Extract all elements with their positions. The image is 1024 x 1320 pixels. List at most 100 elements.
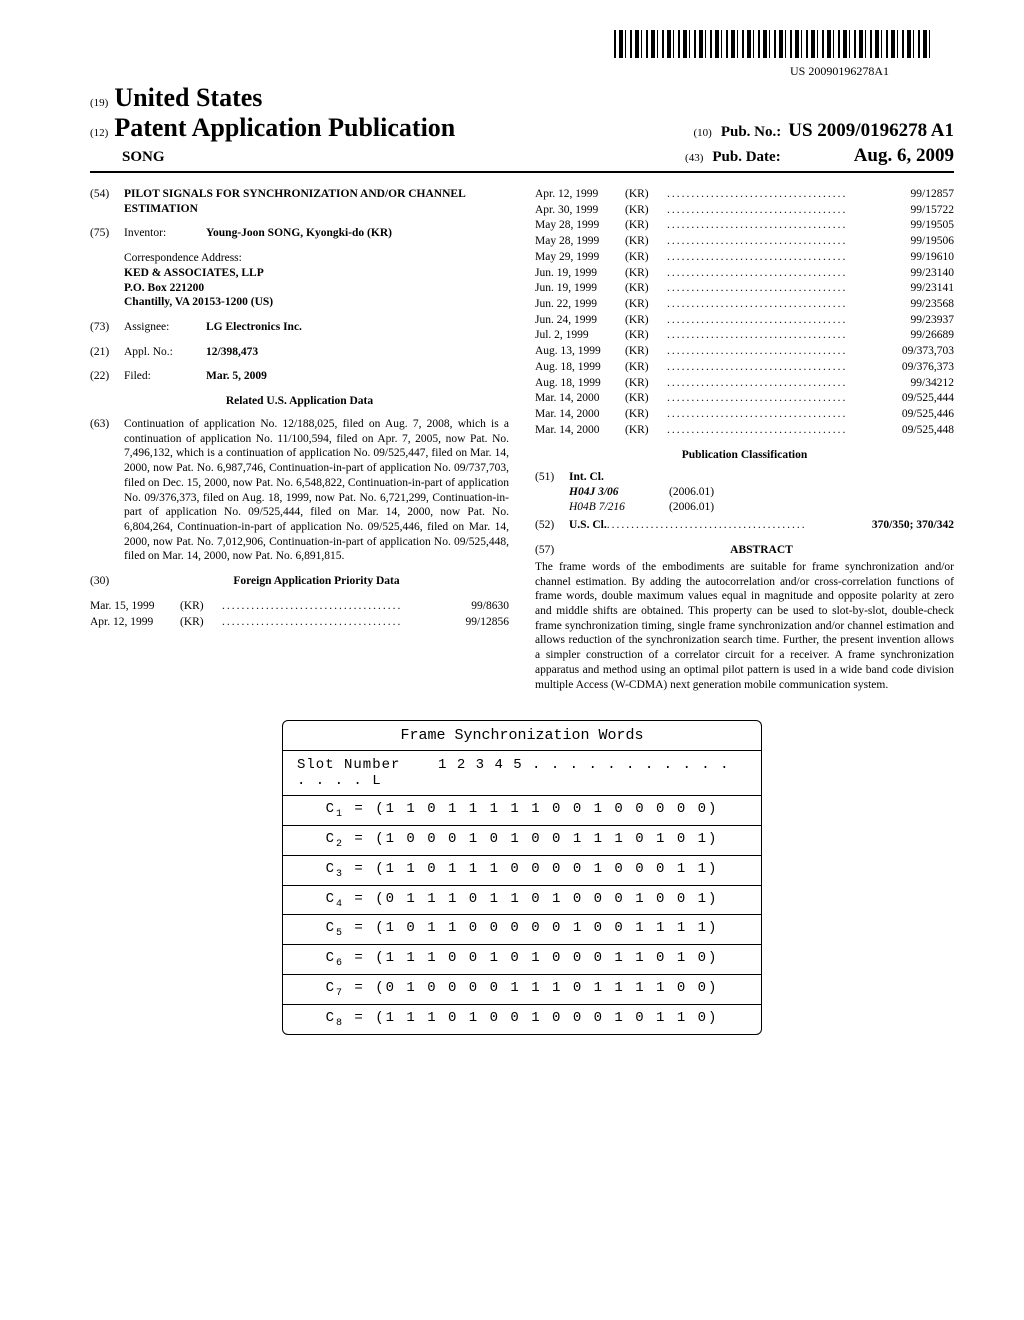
figure-row: C4 = (0 1 1 1 0 1 1 0 1 0 0 0 1 0 0 1) xyxy=(283,886,761,916)
priority-row: Apr. 12, 1999(KR) ......................… xyxy=(90,615,509,630)
priority-number: 99/12857 xyxy=(905,187,954,202)
priority-dots: ..................................... xyxy=(667,266,905,281)
code-30: (30) xyxy=(90,574,124,589)
code-73: (73) xyxy=(90,320,124,335)
priority-country: (KR) xyxy=(625,344,667,359)
priority-country: (KR) xyxy=(625,407,667,422)
priority-row: Apr. 30, 1999(KR) ......................… xyxy=(535,203,954,218)
figure-slot-row: Slot Number 1 2 3 4 5 . . . . . . . . . … xyxy=(283,751,761,796)
figure-title: Frame Synchronization Words xyxy=(283,721,761,751)
header: (19) United States (12) Patent Applicati… xyxy=(90,83,954,173)
priority-number: 09/373,703 xyxy=(896,344,954,359)
priority-dots: ..................................... xyxy=(667,376,905,391)
abstract-text: The frame words of the embodiments are s… xyxy=(535,560,954,692)
correspondence-label: Correspondence Address: xyxy=(124,251,509,266)
priority-country: (KR) xyxy=(625,391,667,406)
intcl-code: H04J 3/06 xyxy=(569,485,669,500)
priority-list-left: Mar. 15, 1999(KR) ......................… xyxy=(90,599,509,629)
code-51: (51) xyxy=(535,470,569,514)
priority-country: (KR) xyxy=(625,360,667,375)
priority-dots: ..................................... xyxy=(667,234,905,249)
priority-date: Jun. 24, 1999 xyxy=(535,313,625,328)
priority-number: 99/34212 xyxy=(905,376,954,391)
figure-row: C1 = (1 1 0 1 1 1 1 1 0 0 1 0 0 0 0 0) xyxy=(283,796,761,826)
slot-label: Slot Number xyxy=(297,757,400,773)
figure-row: C3 = (1 1 0 1 1 1 0 0 0 0 1 0 0 0 1 1) xyxy=(283,856,761,886)
priority-country: (KR) xyxy=(625,187,667,202)
priority-dots: ..................................... xyxy=(667,360,896,375)
pubdate-value: Aug. 6, 2009 xyxy=(854,145,954,166)
figure-row: C7 = (0 1 0 0 0 0 1 1 1 0 1 1 1 1 0 0) xyxy=(283,975,761,1005)
intcl-code: H04B 7/216 xyxy=(569,500,669,515)
priority-number: 99/23141 xyxy=(905,281,954,296)
body-columns: (54) PILOT SIGNALS FOR SYNCHRONIZATION A… xyxy=(90,187,954,692)
priority-dots: ..................................... xyxy=(667,297,905,312)
priority-country: (KR) xyxy=(625,266,667,281)
uscl-dots: ........................................… xyxy=(607,518,872,533)
priority-row: Jun. 24, 1999(KR) ......................… xyxy=(535,313,954,328)
code-54: (54) xyxy=(90,187,124,216)
filed-body: Mar. 5, 2009 xyxy=(206,369,509,384)
priority-row: May 28, 1999(KR) .......................… xyxy=(535,234,954,249)
priority-dots: ..................................... xyxy=(667,187,905,202)
priority-date: Jun. 19, 1999 xyxy=(535,266,625,281)
priority-row: Apr. 12, 1999(KR) ......................… xyxy=(535,187,954,202)
priority-row: May 28, 1999(KR) .......................… xyxy=(535,218,954,233)
kind-code-12: (12) xyxy=(90,127,108,139)
figure-row: C8 = (1 1 1 0 1 0 0 1 0 0 0 1 0 1 1 0) xyxy=(283,1005,761,1034)
right-column: Apr. 12, 1999(KR) ......................… xyxy=(535,187,954,692)
priority-row: Jun. 22, 1999(KR) ......................… xyxy=(535,297,954,312)
intcl-row: H04B 7/216(2006.01) xyxy=(569,500,954,515)
assignee-label: Assignee: xyxy=(124,320,206,335)
priority-dots: ..................................... xyxy=(667,203,905,218)
priority-date: May 28, 1999 xyxy=(535,234,625,249)
priority-date: Apr. 30, 1999 xyxy=(535,203,625,218)
barcode-text: US 20090196278A1 xyxy=(90,64,934,79)
priority-country: (KR) xyxy=(625,313,667,328)
priority-number: 99/23568 xyxy=(905,297,954,312)
priority-dots: ..................................... xyxy=(222,599,465,614)
priority-country: (KR) xyxy=(625,250,667,265)
priority-date: Jun. 22, 1999 xyxy=(535,297,625,312)
figure-box: Frame Synchronization Words Slot Number … xyxy=(282,720,762,1034)
intcl-row: H04J 3/06(2006.01) xyxy=(569,485,954,500)
spacer xyxy=(90,251,124,310)
priority-number: 99/19506 xyxy=(905,234,954,249)
pubno-value: US 2009/0196278 A1 xyxy=(788,120,954,141)
kind-code-10: (10) xyxy=(693,127,711,139)
priority-number: 99/15722 xyxy=(905,203,954,218)
priority-dots: ..................................... xyxy=(667,391,896,406)
priority-date: Jul. 2, 1999 xyxy=(535,328,625,343)
priority-number: 99/19505 xyxy=(905,218,954,233)
intcl-version: (2006.01) xyxy=(669,485,714,500)
applno-label: Appl. No.: xyxy=(124,345,206,360)
priority-date: Aug. 18, 1999 xyxy=(535,360,625,375)
priority-date: Aug. 18, 1999 xyxy=(535,376,625,391)
kind-code-19: (19) xyxy=(90,97,108,109)
abstract-heading: ABSTRACT xyxy=(569,543,954,558)
code-52: (52) xyxy=(535,518,569,533)
priority-country: (KR) xyxy=(625,376,667,391)
priority-dots: ..................................... xyxy=(667,344,896,359)
priority-country: (KR) xyxy=(625,297,667,312)
authority: United States xyxy=(114,83,262,113)
pubno-label: Pub. No.: xyxy=(721,124,781,140)
priority-dots: ..................................... xyxy=(667,423,896,438)
pub-class-heading: Publication Classification xyxy=(535,448,954,463)
title: PILOT SIGNALS FOR SYNCHRONIZATION AND/OR… xyxy=(124,187,509,216)
code-63: (63) xyxy=(90,417,124,564)
priority-date: Apr. 12, 1999 xyxy=(90,615,180,630)
priority-row: Aug. 18, 1999(KR) ......................… xyxy=(535,376,954,391)
kind-code-43: (43) xyxy=(685,152,703,164)
priority-dots: ..................................... xyxy=(667,313,905,328)
foreign-priority-heading: Foreign Application Priority Data xyxy=(124,574,509,589)
assignee-body: LG Electronics Inc. xyxy=(206,320,509,335)
priority-row: Aug. 18, 1999(KR) ......................… xyxy=(535,360,954,375)
priority-date: Jun. 19, 1999 xyxy=(535,281,625,296)
pub-type: Patent Application Publication xyxy=(114,113,693,143)
priority-number: 99/12856 xyxy=(460,615,509,630)
priority-country: (KR) xyxy=(180,615,222,630)
priority-row: Jun. 19, 1999(KR) ......................… xyxy=(535,281,954,296)
barcode-graphic xyxy=(614,30,934,58)
divider xyxy=(90,171,954,173)
